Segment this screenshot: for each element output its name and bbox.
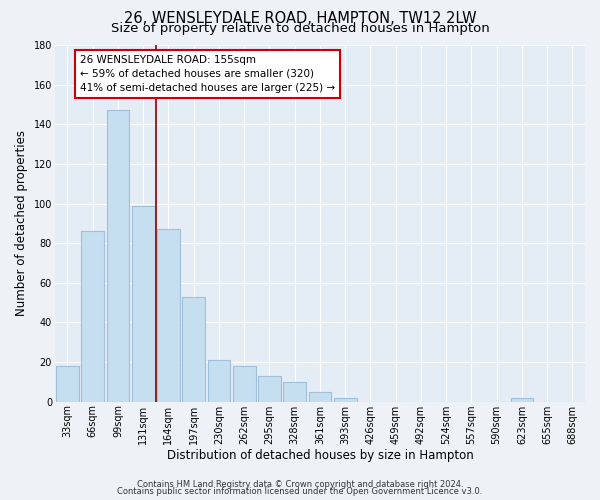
Text: Size of property relative to detached houses in Hampton: Size of property relative to detached ho… bbox=[110, 22, 490, 35]
Bar bbox=[56, 366, 79, 402]
Bar bbox=[208, 360, 230, 402]
Bar bbox=[82, 232, 104, 402]
Bar bbox=[107, 110, 130, 402]
Text: Contains HM Land Registry data © Crown copyright and database right 2024.: Contains HM Land Registry data © Crown c… bbox=[137, 480, 463, 489]
Text: Contains public sector information licensed under the Open Government Licence v3: Contains public sector information licen… bbox=[118, 487, 482, 496]
Bar bbox=[182, 296, 205, 402]
Bar bbox=[258, 376, 281, 402]
Y-axis label: Number of detached properties: Number of detached properties bbox=[15, 130, 28, 316]
Bar bbox=[511, 398, 533, 402]
Bar bbox=[283, 382, 306, 402]
Text: 26, WENSLEYDALE ROAD, HAMPTON, TW12 2LW: 26, WENSLEYDALE ROAD, HAMPTON, TW12 2LW bbox=[124, 11, 476, 26]
Bar bbox=[157, 230, 180, 402]
Bar bbox=[334, 398, 356, 402]
Bar bbox=[233, 366, 256, 402]
Bar bbox=[132, 206, 155, 402]
X-axis label: Distribution of detached houses by size in Hampton: Distribution of detached houses by size … bbox=[167, 450, 473, 462]
Text: 26 WENSLEYDALE ROAD: 155sqm
← 59% of detached houses are smaller (320)
41% of se: 26 WENSLEYDALE ROAD: 155sqm ← 59% of det… bbox=[80, 55, 335, 93]
Bar bbox=[308, 392, 331, 402]
